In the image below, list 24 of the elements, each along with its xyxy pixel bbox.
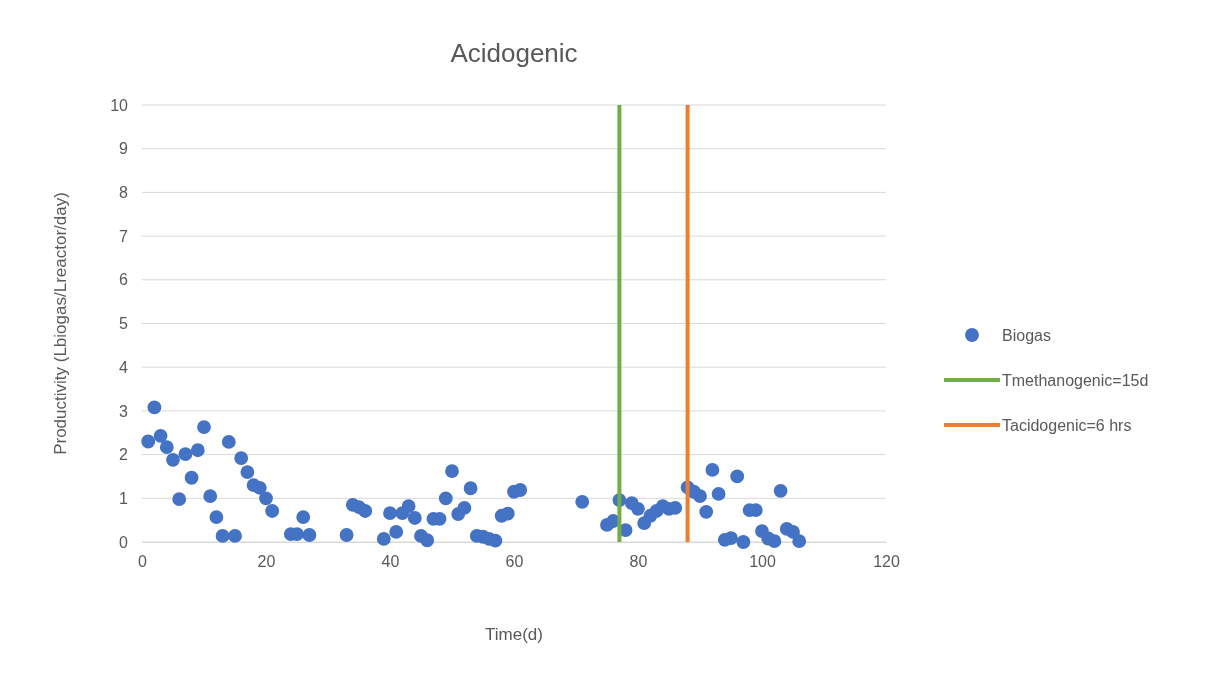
legend-label: Tacidogenic=6 hrs	[1002, 417, 1132, 434]
y-axis-title: Productivity (Lbiogas/Lreactor/day)	[51, 192, 70, 455]
y-tick-label: 2	[119, 446, 129, 464]
y-tick-label: 8	[119, 184, 129, 202]
y-tick-label: 7	[119, 227, 129, 245]
x-tick-label: 20	[257, 553, 276, 571]
chart-title: Acidogenic	[450, 38, 578, 68]
y-tick-label: 1	[119, 489, 129, 507]
y-tick-label: 10	[110, 96, 129, 114]
x-tick-label: 0	[138, 553, 148, 571]
x-axis-title: Time(d)	[485, 625, 543, 644]
x-tick-label: 120	[873, 553, 900, 571]
legend-label: Biogas	[1002, 327, 1051, 344]
x-tick-label: 100	[749, 553, 776, 571]
y-tick-label: 9	[119, 140, 129, 158]
legend-label: Tmethanogenic=15d	[1002, 372, 1149, 389]
x-tick-label: 40	[381, 553, 400, 571]
y-tick-label: 3	[119, 402, 129, 420]
y-tick-label: 5	[119, 315, 129, 333]
x-tick-label: 80	[629, 553, 648, 571]
y-tick-label: 4	[119, 358, 129, 376]
x-tick-label: 60	[505, 553, 524, 571]
y-tick-label: 6	[119, 271, 129, 289]
y-tick-label: 0	[119, 533, 129, 551]
